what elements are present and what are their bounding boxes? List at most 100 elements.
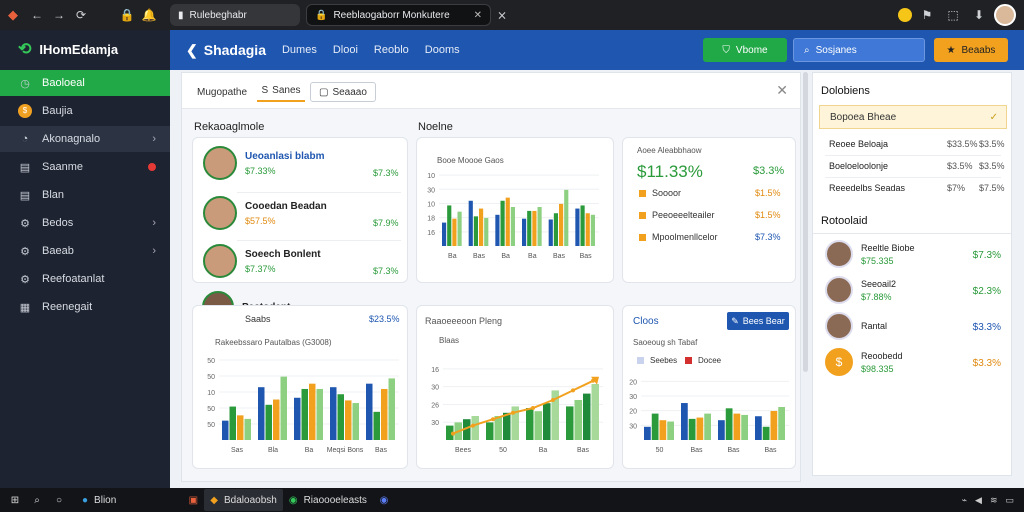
taskbar: ⊞ ⌕ ○ ● Blion ▣ ◆ Bdaloaobsh ◉ Riaoooele… <box>0 488 1024 512</box>
back-icon[interactable]: ❮ <box>186 41 198 58</box>
bookmark-icon[interactable]: ⬚ <box>947 8 959 22</box>
new-tab-icon[interactable]: ⨯ <box>496 8 508 22</box>
search-icon[interactable]: ⌕ <box>34 494 40 506</box>
wifi-icon[interactable]: ≋ <box>989 494 998 505</box>
person-row[interactable]: Soeech Bonlent $7.37% <box>203 244 321 278</box>
x-tick-label: 50 <box>499 447 507 454</box>
chart-caption: Cloos <box>633 316 659 327</box>
browser-tab-active[interactable]: 🔒 Reeblaogaborr Monkutere ✕ <box>306 4 491 26</box>
bar <box>585 213 590 246</box>
sidebar-item-2[interactable]: ◔ Akonagnalo › <box>0 126 170 152</box>
nav-link-2[interactable]: Reoblo <box>373 44 409 56</box>
browser-tab[interactable]: ▮ Rulebeghabr <box>170 4 300 26</box>
sidebar-item-4[interactable]: ▤ Blan <box>0 182 170 208</box>
person-sub: $98.335 <box>861 363 894 374</box>
taskbar-app-label: Blion <box>94 494 117 506</box>
chart-caption: Booe Moooe Gaos <box>437 156 504 165</box>
y-tick-label: 26 <box>431 402 439 409</box>
bell-icon[interactable]: 🔔 <box>141 8 157 22</box>
profile-avatar[interactable] <box>994 4 1016 26</box>
main-scrollbar[interactable] <box>803 72 808 372</box>
taskbar-app-1[interactable]: ● Blion <box>76 489 122 511</box>
metric-row[interactable]: Reoee Beloaja $33.5% $3.5% <box>829 139 1005 149</box>
person-sub: Saabs <box>245 314 271 324</box>
action-button[interactable]: ★ Beaabs <box>934 38 1008 62</box>
sidebar-item-0[interactable]: ◷ Baoloeal <box>0 70 170 96</box>
bar <box>741 414 748 440</box>
filter-chip-1[interactable]: S Sanes <box>257 82 305 102</box>
avatar <box>203 146 237 180</box>
x-tick-label: Meqsi Bons <box>327 447 364 454</box>
person-row[interactable]: $ Reoobedd $98.335 $3.3% <box>825 348 1001 376</box>
legend-label: Seebes <box>650 356 678 365</box>
taskbar-app-2[interactable]: ◆ Bdaloaobsh <box>204 489 283 511</box>
extension-icon[interactable]: ⚑ <box>921 8 933 22</box>
person-row[interactable]: Seeoail2 $7.88% $2.3% <box>825 276 1001 304</box>
notification-icon[interactable] <box>898 8 912 22</box>
trend-point <box>491 417 495 422</box>
close-icon[interactable]: ✕ <box>776 82 788 98</box>
y-tick-label: 50 <box>207 374 215 381</box>
person-value: $7.3% <box>373 266 399 276</box>
cortana-icon[interactable]: ○ <box>55 494 63 506</box>
bar <box>244 418 251 440</box>
y-tick-label: 30 <box>427 187 435 194</box>
nav-link-1[interactable]: Dlooi <box>332 44 358 56</box>
chart-action-button[interactable]: ✎ Bees Bear <box>727 312 789 330</box>
back-arrow-icon[interactable]: ← <box>31 8 43 22</box>
sidebar-item-6[interactable]: ⚙ Baeab › <box>0 238 170 264</box>
legend-label: Peeoeeelteailer <box>652 210 715 220</box>
x-tick-label: Ba <box>305 447 314 454</box>
taskbar-app-3[interactable]: ◉ Riaoooeleasts <box>283 489 373 511</box>
app-icon[interactable]: ▣ <box>188 494 199 506</box>
sidebar-item-3[interactable]: ▤ Saanme <box>0 154 170 180</box>
legend-swatch <box>639 233 646 241</box>
network-icon[interactable]: ⌁ <box>961 494 968 505</box>
tab-title: Rulebeghabr <box>189 9 247 21</box>
search-button[interactable]: ⌕ Sosjanes <box>793 38 925 62</box>
sidebar-item-5[interactable]: ⚙ Bedos › <box>0 210 170 236</box>
app-icon[interactable]: ◉ <box>379 494 389 506</box>
sidebar-item-7[interactable]: ⚙ Reefoatanlat <box>0 266 170 292</box>
page-title-text: Shadagia <box>203 42 266 58</box>
person-row[interactable]: Cooedan Beadan $57.5% <box>203 196 327 230</box>
y-tick-label: 16 <box>431 367 439 374</box>
forward-arrow-icon[interactable]: → <box>53 8 65 22</box>
nav-link-3[interactable]: Dooms <box>424 44 460 56</box>
person-row[interactable]: Reeltle Biobe $75.335 $7.3% <box>825 240 1001 268</box>
person-row[interactable]: Ueoanlasi blabm $7.33% <box>203 146 324 180</box>
bar <box>762 426 770 440</box>
metric-row[interactable]: Reeedelbs Seadas $7% $7.5% <box>829 183 1005 193</box>
notification-icon[interactable]: ▭ <box>1005 494 1014 505</box>
avatar <box>825 240 853 268</box>
system-tray: ⌁ ◀ ≋ ▭ <box>962 495 1024 506</box>
sidebar-item-8[interactable]: ▦ Reenegait <box>0 294 170 320</box>
brand-name: IHomEdamja <box>39 41 119 57</box>
nav-link-0[interactable]: Dumes <box>281 44 317 56</box>
person-value: $23.5% <box>369 314 400 324</box>
filter-bar: Mugopathe S Sanes ▢ Seaaao ✕ <box>182 73 800 109</box>
filter-chip-0[interactable]: Mugopathe <box>197 86 248 98</box>
lock-icon: 🔒 <box>119 8 135 22</box>
windows-start-icon[interactable]: ⊞ <box>10 494 20 506</box>
person-row[interactable]: Rantal $3.3% <box>825 312 1001 340</box>
brand[interactable]: ⟲ IHomEdamja <box>0 30 170 68</box>
bar-chart-card-bottom-right: Cloos ✎ Bees Bear Saoeoug sh Tabaf Seebe… <box>622 305 796 469</box>
refresh-icon[interactable]: ⟳ <box>75 8 87 22</box>
highlight-row[interactable]: Bopoea Bheae ✓ <box>819 105 1007 129</box>
filter-chip-2[interactable]: ▢ Seaaao <box>310 82 376 102</box>
bar <box>511 406 519 440</box>
bar <box>446 425 454 440</box>
x-tick-label: Bas <box>580 253 593 260</box>
filter-icon: S <box>261 84 269 96</box>
metric-row[interactable]: Boeloeloolonje $3.5% $3.5% <box>829 161 1005 171</box>
bar <box>352 403 359 440</box>
volume-icon[interactable]: ◀ <box>975 494 982 505</box>
download-icon[interactable]: ⬇ <box>973 8 985 22</box>
close-tab-icon[interactable]: ✕ <box>473 9 482 21</box>
person-name: Rantal <box>861 321 888 331</box>
person-name: Seeoail2 <box>861 278 897 289</box>
divider <box>825 177 1001 178</box>
view-button[interactable]: ⛉ Vbome <box>703 38 787 62</box>
sidebar-item-1[interactable]: $ Baujia <box>0 98 170 124</box>
